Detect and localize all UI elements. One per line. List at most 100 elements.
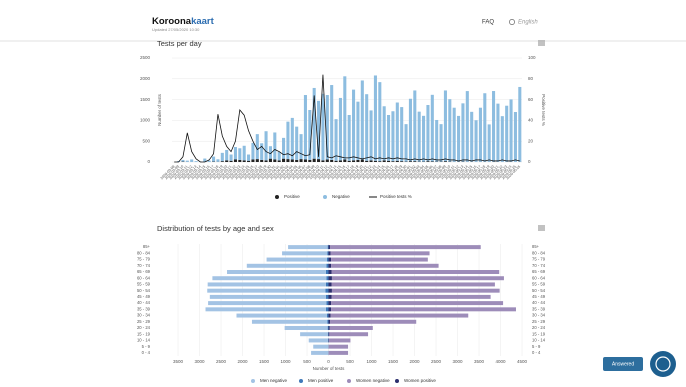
bar	[303, 95, 307, 160]
y2-tick-label: 15 - 19	[532, 331, 546, 336]
bar	[238, 148, 242, 160]
y-tick-label: 40 - 44	[137, 300, 151, 305]
y-tick-label: 0	[147, 159, 150, 164]
bar	[255, 134, 259, 160]
brand-right: kaart	[191, 16, 215, 27]
menu-icon[interactable]	[538, 225, 545, 231]
bar	[311, 350, 329, 355]
bar	[313, 344, 329, 349]
bar	[518, 86, 522, 162]
globe-icon	[509, 19, 515, 25]
chat-widget[interactable]	[650, 351, 676, 377]
bar	[347, 160, 351, 162]
x-tick-label: 1500	[259, 359, 270, 364]
legend-label: Positive	[284, 194, 300, 199]
y-tick-label: 50 - 54	[137, 288, 151, 293]
bar	[295, 159, 299, 162]
y-tick-label: 1500	[140, 97, 151, 102]
bar	[282, 158, 286, 162]
bar	[448, 99, 452, 162]
bar	[373, 160, 377, 162]
bar	[461, 103, 465, 162]
faq-link[interactable]: FAQ	[482, 20, 494, 26]
bar	[378, 82, 382, 162]
bar	[328, 257, 332, 262]
bar	[264, 131, 268, 161]
y-tick-label: 60 - 64	[137, 275, 151, 280]
bar	[408, 98, 412, 162]
bar	[465, 91, 469, 162]
bar	[328, 245, 331, 250]
bar	[325, 282, 329, 287]
chart-title: Distribution of tests by age and sex	[157, 224, 274, 233]
bar	[290, 117, 294, 160]
bar	[321, 93, 325, 161]
bar	[207, 282, 326, 287]
bar	[268, 158, 272, 162]
x-tick-label: 2000	[409, 359, 420, 364]
x-tick-label: 2500	[216, 359, 227, 364]
x-tick-label: 2500	[431, 359, 442, 364]
bar	[391, 161, 395, 162]
bar	[282, 137, 286, 159]
bar	[328, 282, 332, 287]
bar	[190, 159, 194, 162]
bar	[326, 313, 329, 318]
bar	[343, 76, 347, 160]
x-tick-label: 4000	[495, 359, 506, 364]
bar	[246, 263, 327, 268]
bar	[452, 107, 456, 162]
bar	[356, 159, 360, 162]
y2-tick-label: 85+	[532, 244, 540, 249]
y2-tick-label: 5 - 9	[532, 344, 541, 349]
bar	[247, 154, 251, 161]
bar	[286, 159, 290, 162]
bar	[343, 159, 347, 162]
bar	[229, 154, 233, 161]
bar	[220, 152, 224, 162]
bar	[435, 119, 439, 162]
y2-tick-label: 70 - 74	[532, 263, 546, 268]
bar	[194, 161, 198, 162]
bar	[430, 94, 434, 162]
bar	[426, 105, 430, 162]
bar	[207, 160, 211, 162]
bar	[443, 161, 447, 162]
bar	[212, 276, 327, 281]
bar	[273, 132, 277, 160]
feedback-button[interactable]	[603, 357, 643, 371]
x-axis-title: Number of tests	[313, 366, 346, 371]
updated: Updated 27/05/2020 10:30	[152, 27, 200, 32]
bar	[417, 111, 421, 162]
x-tick-label: 0	[327, 359, 330, 364]
y2-tick-label: 50 - 54	[532, 288, 546, 293]
y-tick-label: 5 - 9	[142, 344, 151, 349]
language-select[interactable]: English	[518, 20, 538, 26]
bar	[303, 159, 307, 162]
legend-marker	[275, 195, 279, 199]
bar	[317, 100, 321, 160]
y-tick-label: 30 - 34	[137, 313, 151, 318]
x-tick-label: 2000	[237, 359, 248, 364]
bar	[227, 270, 326, 274]
bar	[413, 90, 417, 162]
bar	[207, 288, 326, 293]
bar	[413, 161, 417, 162]
bar	[282, 251, 328, 256]
bar	[312, 87, 316, 159]
y2-tick-label: 80	[528, 76, 534, 81]
bar	[220, 161, 224, 162]
bar	[496, 103, 500, 162]
bar	[277, 160, 281, 162]
menu-icon[interactable]	[538, 40, 545, 46]
bar	[308, 110, 312, 160]
bar	[422, 115, 426, 162]
bar	[185, 160, 189, 162]
bar	[260, 143, 264, 160]
brand[interactable]: Koroonakaart	[152, 16, 215, 27]
y-tick-label: 80 - 84	[137, 250, 151, 255]
legend-marker	[347, 379, 351, 383]
bar	[209, 294, 326, 299]
y2-tick-label: 35 - 39	[532, 306, 546, 311]
